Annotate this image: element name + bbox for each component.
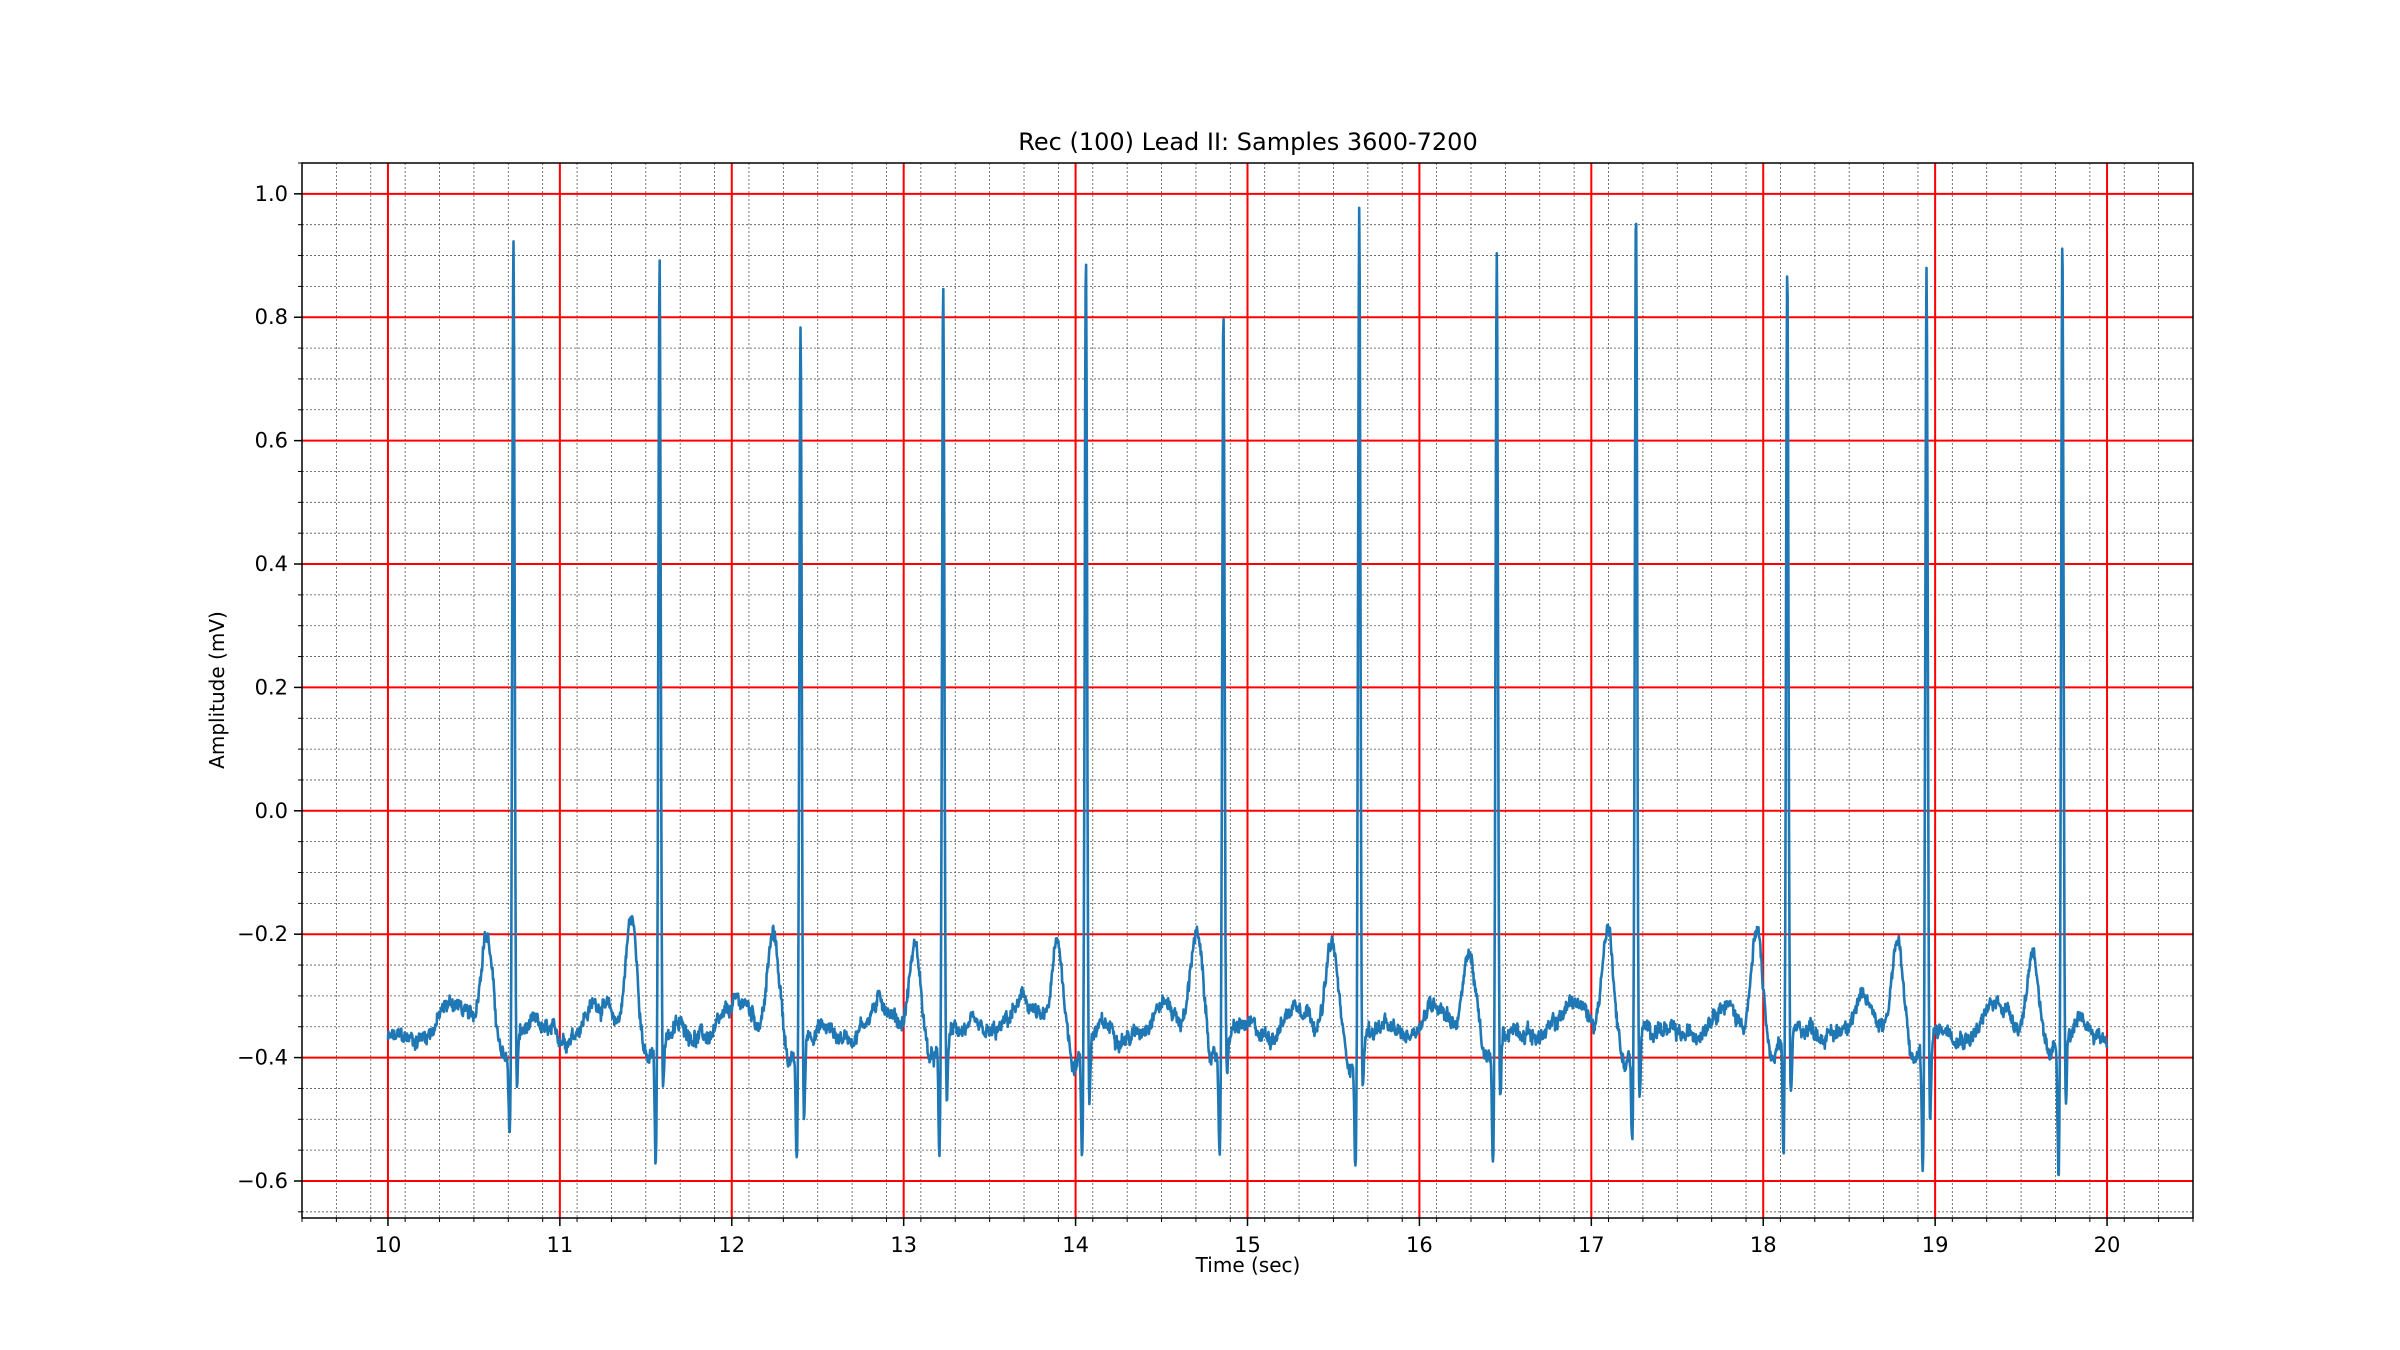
x-tick-label: 16 <box>1406 1233 1433 1257</box>
y-tick-label: 1.0 <box>255 182 288 206</box>
y-tick-label: −0.4 <box>237 1046 288 1070</box>
x-axis: 10 11 12 13 14 15 16 17 18 19 20 <box>301 1218 2194 1257</box>
x-tick-label: 15 <box>1234 1233 1261 1257</box>
chart-title: Rec (100) Lead II: Samples 3600-7200 <box>1018 128 1477 156</box>
x-tick-label: 14 <box>1062 1233 1089 1257</box>
x-tick-label: 18 <box>1750 1233 1777 1257</box>
y-tick-label: 0.6 <box>255 429 288 453</box>
ecg-signal-line <box>386 206 2109 1177</box>
y-tick-label: 0.2 <box>255 675 288 699</box>
y-axis-title: Amplitude (mV) <box>205 611 229 769</box>
plot-area <box>386 206 2109 1177</box>
x-tick-label: 19 <box>1922 1233 1949 1257</box>
y-tick-label: 0.8 <box>255 305 288 329</box>
x-tick-label: 17 <box>1578 1233 1605 1257</box>
y-tick-label: −0.2 <box>237 922 288 946</box>
x-tick-label: 12 <box>718 1233 745 1257</box>
y-tick-label: 0.0 <box>255 799 288 823</box>
y-axis: −0.6 −0.4 −0.2 0.0 0.2 0.4 0.6 0.8 1.0 <box>237 162 302 1213</box>
x-axis-title: Time (sec) <box>1195 1253 1301 1277</box>
x-tick-label: 11 <box>546 1233 573 1257</box>
x-tick-label: 13 <box>890 1233 917 1257</box>
y-tick-label: −0.6 <box>237 1169 288 1193</box>
y-tick-label: 0.4 <box>255 552 288 576</box>
x-tick-label: 20 <box>2094 1233 2121 1257</box>
x-tick-label: 10 <box>375 1233 402 1257</box>
